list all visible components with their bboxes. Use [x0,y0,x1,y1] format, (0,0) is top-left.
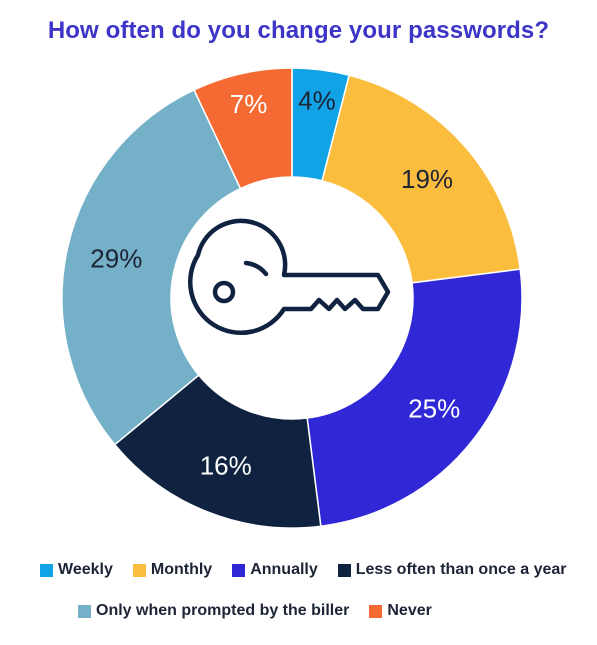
value-label-less-often-than-once-a-year: 16% [200,450,252,480]
value-label-never: 7% [230,89,268,119]
value-label-annually: 25% [408,393,460,423]
slice-only-when-prompted-by-the-biller [61,88,242,446]
legend-item-weekly: Weekly [40,561,113,579]
legend-swatch [337,563,351,577]
legend-row-2: Only when prompted by the biller Never [78,602,432,620]
slices-group [61,67,523,529]
legend-swatch [40,563,53,577]
legend-row-1: Weekly Monthly Annually Less often than onc… [40,561,566,579]
legend-label: Monthly [150,561,213,578]
key-icon [187,218,391,335]
legend-item-monthly: Monthly [132,561,213,579]
legend-item-annually: Annually [232,561,318,579]
legend-swatch [232,563,246,577]
legend-item-only-when-prompted-by-the-biller: Only when prompted by the biller [78,602,349,620]
legend-label: Never [387,602,432,619]
slice-never [193,67,293,190]
value-label-monthly: 19% [401,164,453,194]
legend-item-less-often-than-once-a-year: Less often than once a year [337,561,567,579]
legend-label: Less often than once a year [355,561,567,578]
legend-label: Weekly [58,561,113,578]
legend-swatch [78,604,91,618]
legend-item-never: Never [369,602,432,620]
value-label-weekly: 4% [298,86,336,116]
legend-label: Only when prompted by the biller [96,602,350,619]
legend-label: Annually [250,561,318,578]
legend-swatch [369,604,383,618]
slice-annually [306,268,523,528]
chart-title: How often do you change your passwords? [47,17,550,44]
value-labels-group: 4% 19% 25% 16% 29% 7% [90,86,460,481]
slice-less-often-than-once-a-year [113,374,322,529]
legend-swatch [132,563,146,577]
value-label-only-when-prompted-by-the-biller: 29% [90,244,142,274]
slice-monthly [321,74,522,284]
